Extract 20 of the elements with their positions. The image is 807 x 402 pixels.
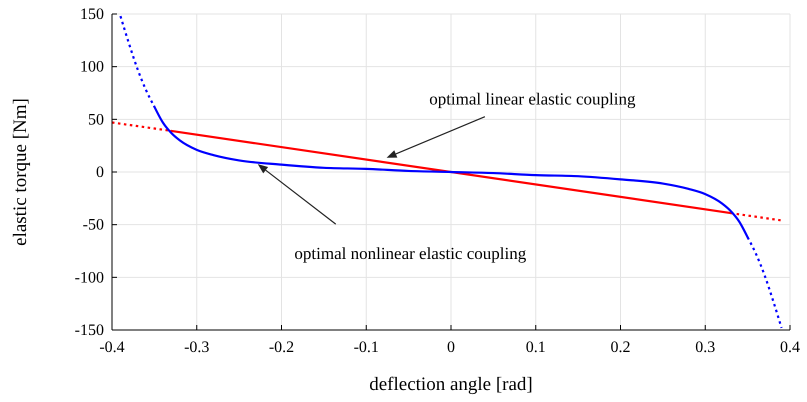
x-tick-label: 0.4 (780, 339, 800, 356)
x-tick-label: -0.1 (354, 339, 379, 356)
y-tick-label: -100 (74, 269, 104, 286)
annotation: optimal linear elastic coupling (429, 89, 636, 108)
y-tick-label: 100 (80, 58, 104, 76)
x-tick-label: -0.3 (184, 339, 210, 356)
x-tick-label: 0.2 (610, 339, 630, 356)
x-tick-label: -0.2 (268, 339, 294, 356)
x-tick-label: -0.4 (99, 339, 125, 356)
y-tick-label: 0 (96, 164, 104, 181)
x-axis-title: deflection angle [rad] (369, 374, 533, 395)
y-tick-label: -150 (74, 322, 104, 339)
y-tick-label: 50 (88, 111, 104, 128)
y-tick-label: -50 (82, 216, 104, 234)
x-tick-label: 0 (447, 339, 455, 356)
annotation: optimal nonlinear elastic coupling (294, 244, 527, 264)
x-tick-label: 0.1 (526, 339, 546, 356)
y-tick-label: 150 (80, 6, 104, 23)
x-tick-label: 0.3 (695, 339, 716, 356)
y-axis-title: elastic torque [Nm] (10, 98, 31, 246)
